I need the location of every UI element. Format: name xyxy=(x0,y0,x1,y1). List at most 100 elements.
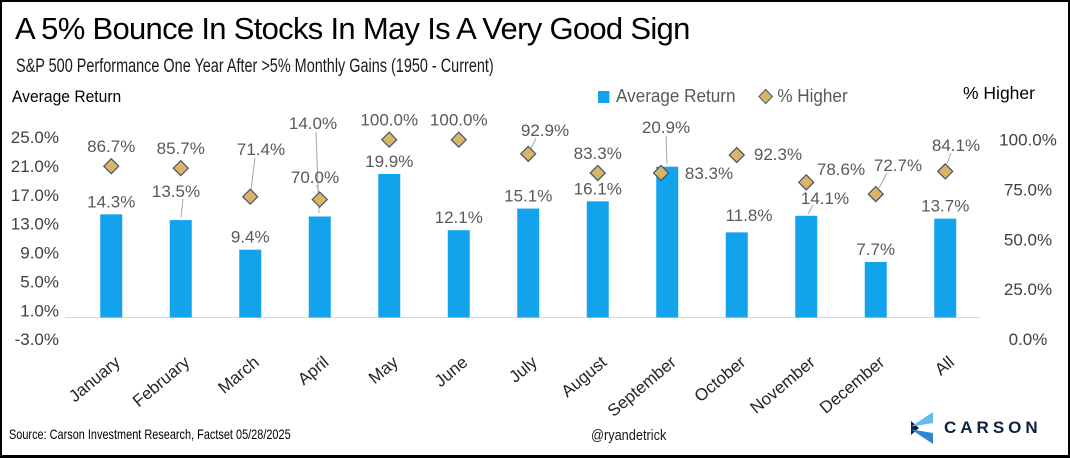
carson-logo-text: CARSON xyxy=(944,418,1042,437)
pct-label-may: 100.0% xyxy=(360,111,418,130)
bar-label-october: 11.8% xyxy=(726,206,773,225)
right-axis-tick-3: 25.0% xyxy=(1004,280,1052,299)
x-label-august: August xyxy=(558,352,611,401)
pct-label-march: 71.4% xyxy=(237,140,285,159)
bar-may[interactable] xyxy=(378,173,401,318)
bar-all[interactable] xyxy=(934,218,957,318)
diamond-march[interactable] xyxy=(241,188,259,206)
left-axis-tick-2: 17.0% xyxy=(11,186,59,205)
legend-item-pct-higher[interactable]: % Higher xyxy=(758,86,848,107)
left-axis-tick-6: 1.0% xyxy=(20,301,59,320)
x-label-march: March xyxy=(214,353,262,398)
bar-label-july: 15.1% xyxy=(504,187,552,206)
label-leader-line xyxy=(878,172,888,189)
twitter-handle: @ryandetrick xyxy=(591,428,667,444)
bar-label-all: 13.7% xyxy=(921,197,969,216)
diamond-november[interactable] xyxy=(797,174,815,191)
bar-november[interactable] xyxy=(795,215,818,318)
bar-june[interactable] xyxy=(447,230,470,318)
right-axis-tick-0: 100.0% xyxy=(999,131,1057,150)
pct-label-october: 92.3% xyxy=(754,145,802,164)
left-axis-tick-1: 21.0% xyxy=(11,157,59,176)
chart-title: A 5% Bounce In Stocks In May Is A Very G… xyxy=(15,11,690,46)
x-label-may: May xyxy=(365,352,402,388)
diamond-august[interactable] xyxy=(589,164,607,182)
pct-label-december: 72.7% xyxy=(874,156,922,175)
left-axis-tick-5: 5.0% xyxy=(20,272,59,291)
diamond-october[interactable] xyxy=(728,146,746,164)
legend-label-pct-higher: % Higher xyxy=(777,86,848,106)
bar-april[interactable] xyxy=(308,216,331,318)
x-label-february: February xyxy=(129,352,194,411)
chart-legend: Average Return % Higher xyxy=(598,86,848,107)
x-label-january: January xyxy=(65,352,124,406)
pct-label-january: 86.7% xyxy=(87,137,135,156)
bar-february[interactable] xyxy=(169,220,192,318)
pct-label-july: 92.9% xyxy=(521,121,569,140)
bar-label-april: 14.0% xyxy=(289,114,337,133)
x-label-september: September xyxy=(604,352,680,420)
bar-label-february: 13.5% xyxy=(152,182,200,201)
diamond-february[interactable] xyxy=(172,159,190,177)
label-leader-line xyxy=(665,135,668,165)
left-axis-tick-3: 13.0% xyxy=(11,215,59,234)
left-axis-tick-0: 25.0% xyxy=(11,128,59,147)
pct-label-june: 100.0% xyxy=(430,111,488,130)
bar-december[interactable] xyxy=(864,261,887,318)
bar-label-june: 12.1% xyxy=(435,208,483,227)
pct-label-all: 84.1% xyxy=(932,136,980,155)
bar-label-november: 14.1% xyxy=(801,189,849,208)
right-axis-tick-4: 0.0% xyxy=(1009,330,1048,349)
label-leader-line xyxy=(250,157,256,191)
carson-logo-icon xyxy=(911,412,933,444)
bar-september[interactable] xyxy=(656,166,679,318)
x-label-june: June xyxy=(431,353,471,391)
bar-label-december: 7.7% xyxy=(856,240,895,259)
pct-label-august: 83.3% xyxy=(574,144,622,163)
pct-label-november: 78.6% xyxy=(817,160,865,179)
left-axis-tick-4: 9.0% xyxy=(20,244,59,263)
x-label-all: All xyxy=(931,353,958,380)
bar-label-september: 20.9% xyxy=(642,118,690,137)
bar-august[interactable] xyxy=(586,201,609,318)
bar-label-january: 14.3% xyxy=(87,192,135,211)
legend-label-average-return: Average Return xyxy=(616,86,736,106)
legend-item-average-return[interactable]: Average Return xyxy=(598,86,736,107)
label-leader-line xyxy=(946,152,952,165)
bar-july[interactable] xyxy=(517,208,540,318)
bar-october[interactable] xyxy=(725,232,748,318)
right-axis-title: % Higher xyxy=(963,83,1035,103)
bar-january[interactable] xyxy=(100,214,123,318)
diamond-june[interactable] xyxy=(450,131,468,149)
x-label-december: December xyxy=(816,352,889,417)
source-text: Source: Carson Investment Research, Fact… xyxy=(9,426,291,442)
label-leader-line xyxy=(807,204,814,215)
diamond-july[interactable] xyxy=(519,145,537,163)
diamond-january[interactable] xyxy=(102,157,120,175)
bar-label-august: 16.1% xyxy=(574,179,622,198)
pct-label-february: 85.7% xyxy=(157,139,205,158)
diamond-may[interactable] xyxy=(380,131,398,149)
left-axis-tick-7: -3.0% xyxy=(15,330,59,349)
diamond-december[interactable] xyxy=(867,185,885,203)
bar-label-may: 19.9% xyxy=(365,152,413,171)
left-axis-title: Average Return xyxy=(12,87,122,106)
right-axis-tick-2: 50.0% xyxy=(1004,230,1052,249)
bar-march[interactable] xyxy=(239,249,262,318)
label-leader-line xyxy=(316,184,320,194)
x-label-november: November xyxy=(747,352,820,417)
x-label-july: July xyxy=(505,352,541,386)
x-label-april: April xyxy=(294,353,332,389)
label-leader-line xyxy=(530,137,537,150)
carson-logo: CARSON xyxy=(910,412,1042,444)
label-leader-line xyxy=(180,198,184,218)
diamond-september[interactable] xyxy=(652,164,670,182)
pct-label-september: 83.3% xyxy=(685,164,733,183)
bar-label-march: 9.4% xyxy=(231,228,270,247)
diamond-april[interactable] xyxy=(311,191,329,208)
chart-subtitle: S&P 500 Performance One Year After >5% M… xyxy=(16,56,494,77)
pct-label-april: 70.0% xyxy=(291,168,339,187)
diamond-all[interactable] xyxy=(936,163,954,180)
